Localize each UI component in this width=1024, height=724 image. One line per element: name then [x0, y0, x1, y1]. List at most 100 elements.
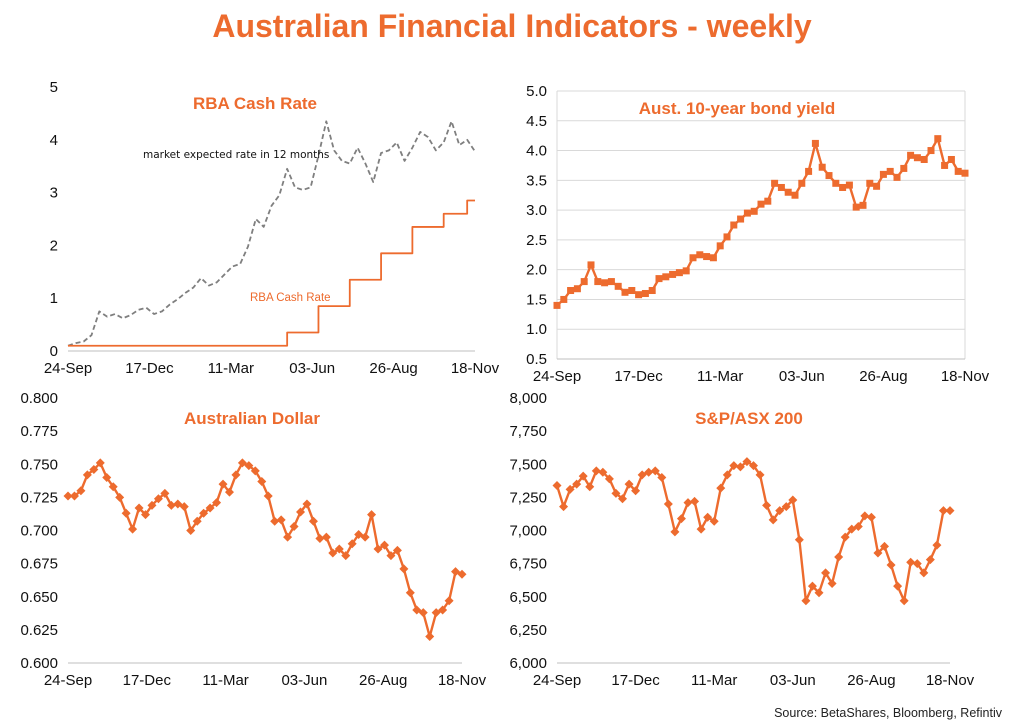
data-point	[166, 500, 176, 510]
x-tick-label: 11-Mar	[208, 360, 254, 377]
x-tick-label: 11-Mar	[697, 368, 743, 385]
chart-annotation: RBA Cash Rate	[250, 292, 331, 304]
data-point	[63, 491, 73, 501]
x-tick-label: 24-Sep	[533, 368, 581, 385]
data-point	[900, 164, 908, 172]
data-point	[764, 197, 772, 205]
data-point	[709, 254, 717, 262]
data-point	[839, 183, 847, 191]
data-point	[689, 254, 697, 262]
data-point	[412, 605, 422, 615]
data-point	[807, 581, 817, 591]
x-tick-label: 24-Sep	[44, 672, 92, 689]
data-point	[814, 588, 824, 598]
chart-title: RBA Cash Rate	[193, 94, 317, 113]
x-tick-label: 18-Nov	[926, 672, 975, 689]
data-point	[821, 568, 831, 578]
data-point	[444, 596, 454, 606]
data-point	[832, 179, 840, 187]
data-point	[886, 167, 894, 175]
data-point	[224, 487, 234, 497]
y-tick-label: 5	[50, 79, 58, 96]
rba-cash-rate-chart: 0 1 2 3 4 5 24-Sep 17-Dec 11-Mar 03-Jun 26-Aug 18-N…	[44, 79, 500, 377]
data-point	[405, 588, 415, 598]
data-point	[735, 462, 745, 472]
data-point	[231, 470, 241, 480]
data-point	[934, 135, 942, 143]
data-point	[755, 470, 765, 480]
data-point	[160, 488, 170, 498]
data-point	[913, 154, 921, 162]
y-tick-label: 0.750	[20, 456, 58, 473]
data-point	[347, 539, 357, 549]
data-point	[367, 510, 377, 520]
y-tick-label: 0	[50, 343, 58, 360]
y-tick-label: 1.0	[526, 321, 547, 338]
data-point	[321, 532, 331, 542]
y-tick-label: 3	[50, 185, 58, 202]
series-line	[67, 120, 476, 347]
data-point	[624, 479, 634, 489]
data-point	[730, 221, 738, 229]
data-point	[852, 203, 860, 211]
data-point	[102, 473, 112, 482]
data-point	[945, 506, 955, 516]
data-point	[873, 182, 881, 190]
data-point	[743, 209, 751, 217]
data-point	[572, 479, 582, 489]
data-point	[192, 516, 202, 526]
data-point	[431, 608, 441, 618]
page-title: Australian Financial Indicators - weekly	[212, 8, 812, 44]
data-point	[947, 155, 955, 163]
data-point	[641, 289, 649, 297]
data-point	[567, 287, 575, 295]
data-point	[637, 470, 647, 480]
x-tick-label: 03-Jun	[281, 672, 327, 689]
data-point	[438, 605, 448, 615]
data-point	[218, 479, 228, 489]
data-point	[880, 541, 889, 551]
data-point	[115, 492, 125, 502]
data-point	[604, 474, 614, 484]
data-point	[777, 183, 785, 191]
x-tick-label: 03-Jun	[770, 672, 816, 689]
data-point	[798, 179, 806, 187]
data-point	[580, 278, 588, 286]
asx200-chart: 6,000 6,250 6,500 6,750 7,000 7,250 7,500 7,750…	[509, 390, 975, 689]
y-tick-label: 3.5	[526, 172, 547, 189]
data-point	[147, 500, 157, 510]
data-point	[373, 544, 383, 554]
y-tick-label: 2.5	[526, 232, 547, 249]
y-tick-label: 4.0	[526, 143, 547, 160]
y-tick-label: 4	[50, 132, 58, 149]
data-point	[628, 287, 636, 295]
data-point	[631, 486, 641, 496]
data-point	[153, 494, 163, 504]
data-point	[360, 532, 370, 542]
data-point	[82, 470, 92, 480]
data-point	[578, 471, 588, 481]
data-point	[399, 564, 409, 574]
data-point	[781, 502, 791, 512]
y-tick-label: 7,500	[509, 456, 547, 473]
data-point	[825, 172, 833, 180]
data-point	[683, 498, 693, 508]
y-tick-label: 0.800	[20, 390, 58, 407]
y-tick-label: 0.5	[526, 351, 547, 368]
y-tick-label: 7,000	[509, 523, 547, 540]
data-point	[775, 506, 785, 516]
data-point	[128, 524, 138, 534]
data-point	[585, 482, 595, 492]
data-point	[886, 560, 896, 570]
data-point	[134, 503, 144, 513]
data-point	[723, 233, 731, 241]
y-tick-label: 0.650	[20, 589, 58, 606]
chart-title: S&P/ASX 200	[695, 409, 803, 428]
data-point	[866, 512, 876, 522]
data-point	[289, 522, 299, 532]
data-point	[601, 279, 609, 287]
data-point	[296, 507, 306, 517]
x-tick-label: 03-Jun	[289, 360, 335, 377]
data-point	[771, 179, 779, 187]
data-point	[553, 301, 561, 309]
